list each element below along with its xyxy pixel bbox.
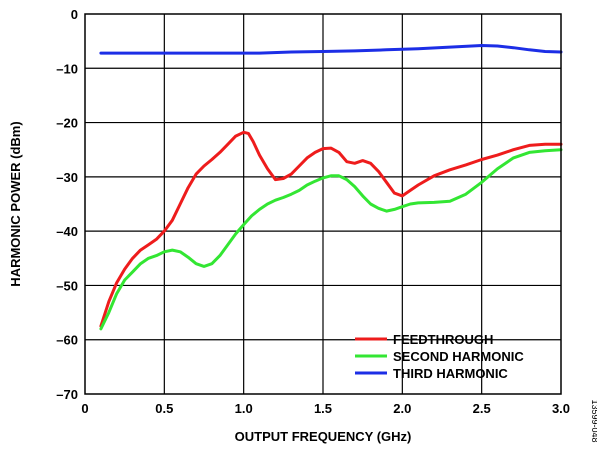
plot-frame <box>84 13 562 395</box>
y-axis-label: HARMONIC POWER (dBm) <box>8 121 23 286</box>
y-tick-label: –30 <box>56 170 78 185</box>
x-tick-label: 0.5 <box>155 401 173 416</box>
y-tick-label: 0 <box>71 7 78 22</box>
x-tick-label: 2.0 <box>393 401 411 416</box>
series-line-second-harmonic <box>99 148 563 331</box>
y-tick-label: –20 <box>56 116 78 131</box>
x-tick-label: 3.0 <box>552 401 570 416</box>
y-tick-label: –50 <box>56 278 78 293</box>
series-line-third-harmonic <box>99 44 563 55</box>
x-tick-label: 2.5 <box>473 401 491 416</box>
legend-label: FEEDTHROUGH <box>393 332 493 347</box>
tick-labels: 0 0.5 1.0 1.5 2.0 2.5 3.0 0 –10 –20 –30 –40 –50 –60 –7… <box>56 7 570 416</box>
x-tick-label: 1.5 <box>314 401 332 416</box>
y-tick-label: –40 <box>56 224 78 239</box>
x-tick-label: 0 <box>81 401 88 416</box>
grid <box>85 14 561 394</box>
x-axis-label: OUTPUT FREQUENCY (GHz) <box>235 429 412 444</box>
y-tick-label: –70 <box>56 387 78 402</box>
legend-label: THIRD HARMONIC <box>393 366 508 381</box>
y-tick-label: –60 <box>56 333 78 348</box>
legend: FEEDTHROUGH SECOND HARMONIC THIRD HARMONIC <box>355 332 524 381</box>
series-layer <box>99 44 563 331</box>
y-tick-label: –10 <box>56 61 78 76</box>
series-line-feedthrough <box>99 130 563 328</box>
legend-label: SECOND HARMONIC <box>393 349 524 364</box>
x-tick-label: 1.0 <box>235 401 253 416</box>
figure-id: 13599-048 <box>590 399 597 442</box>
